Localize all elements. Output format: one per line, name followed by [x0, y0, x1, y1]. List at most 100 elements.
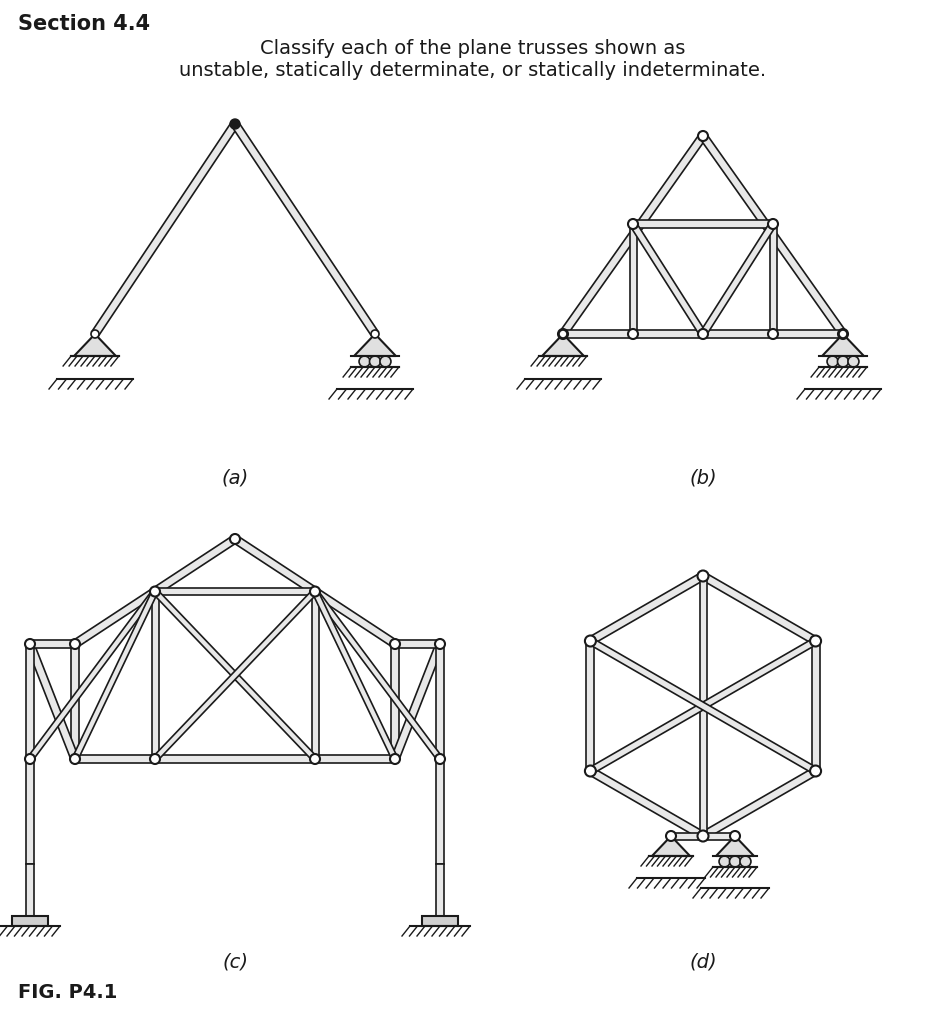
Polygon shape: [701, 572, 817, 644]
Polygon shape: [151, 592, 159, 759]
Circle shape: [731, 831, 739, 840]
Polygon shape: [92, 122, 238, 336]
Circle shape: [230, 119, 240, 129]
Circle shape: [585, 766, 596, 776]
Circle shape: [435, 754, 445, 764]
Polygon shape: [699, 575, 707, 836]
Circle shape: [150, 587, 160, 597]
Polygon shape: [633, 220, 773, 228]
Circle shape: [837, 356, 849, 367]
Polygon shape: [436, 864, 444, 916]
Polygon shape: [30, 640, 75, 648]
Text: FIG. P4.1: FIG. P4.1: [18, 983, 117, 1002]
Text: unstable, statically determinate, or statically indeterminate.: unstable, statically determinate, or sta…: [180, 61, 766, 80]
Polygon shape: [629, 224, 637, 334]
Circle shape: [310, 754, 320, 764]
Circle shape: [70, 754, 80, 764]
Circle shape: [810, 766, 821, 776]
Text: (b): (b): [690, 469, 717, 488]
Circle shape: [380, 356, 391, 367]
Polygon shape: [769, 224, 777, 334]
Polygon shape: [588, 638, 817, 774]
Circle shape: [559, 330, 567, 338]
Polygon shape: [436, 644, 444, 864]
Polygon shape: [542, 334, 584, 356]
Circle shape: [150, 754, 160, 764]
Polygon shape: [26, 642, 79, 761]
Polygon shape: [26, 864, 34, 916]
Circle shape: [558, 329, 568, 339]
Polygon shape: [26, 644, 34, 864]
Polygon shape: [354, 334, 395, 356]
Polygon shape: [27, 590, 157, 761]
Circle shape: [740, 856, 751, 867]
Polygon shape: [701, 768, 817, 840]
Circle shape: [371, 330, 379, 338]
Polygon shape: [311, 592, 319, 759]
Polygon shape: [153, 590, 317, 761]
Circle shape: [697, 830, 709, 842]
Circle shape: [25, 639, 35, 649]
Polygon shape: [700, 222, 776, 336]
Circle shape: [697, 570, 709, 582]
Polygon shape: [822, 334, 864, 356]
Circle shape: [435, 639, 445, 649]
Polygon shape: [630, 222, 706, 336]
Polygon shape: [312, 590, 397, 760]
Text: (d): (d): [690, 952, 717, 971]
Polygon shape: [652, 836, 690, 856]
Circle shape: [628, 219, 638, 229]
Polygon shape: [700, 134, 847, 336]
Circle shape: [70, 639, 80, 649]
Polygon shape: [74, 334, 116, 356]
Polygon shape: [391, 644, 399, 759]
Polygon shape: [588, 638, 817, 774]
Circle shape: [719, 856, 730, 867]
Polygon shape: [153, 590, 317, 761]
Circle shape: [91, 330, 99, 338]
Polygon shape: [392, 642, 444, 761]
Circle shape: [698, 131, 708, 141]
Circle shape: [729, 856, 741, 867]
Bar: [422, 916, 458, 926]
Circle shape: [848, 356, 859, 367]
Polygon shape: [232, 122, 378, 336]
Polygon shape: [588, 768, 705, 840]
Circle shape: [25, 754, 35, 764]
Circle shape: [667, 831, 675, 840]
Polygon shape: [563, 330, 843, 338]
Polygon shape: [395, 640, 440, 648]
Circle shape: [310, 587, 320, 597]
Polygon shape: [671, 833, 735, 840]
Polygon shape: [71, 644, 79, 759]
Text: Classify each of the plane trusses shown as: Classify each of the plane trusses shown…: [260, 39, 686, 58]
Circle shape: [359, 356, 370, 367]
Circle shape: [730, 831, 740, 841]
Text: Section 4.4: Section 4.4: [18, 14, 150, 34]
Circle shape: [839, 330, 847, 338]
Polygon shape: [73, 536, 237, 647]
Polygon shape: [560, 134, 707, 336]
Polygon shape: [716, 836, 754, 856]
Polygon shape: [155, 588, 315, 595]
Circle shape: [230, 534, 240, 544]
Circle shape: [370, 356, 380, 367]
Text: (a): (a): [221, 469, 249, 488]
Circle shape: [390, 639, 400, 649]
Circle shape: [810, 636, 821, 646]
Circle shape: [768, 329, 778, 339]
Circle shape: [698, 329, 708, 339]
Circle shape: [827, 356, 838, 367]
Polygon shape: [812, 641, 819, 771]
Bar: [12, 916, 48, 926]
Circle shape: [768, 219, 778, 229]
Circle shape: [838, 329, 848, 339]
Polygon shape: [233, 536, 397, 647]
Circle shape: [585, 636, 596, 646]
Circle shape: [628, 329, 638, 339]
Text: (c): (c): [222, 952, 248, 971]
Polygon shape: [75, 755, 395, 763]
Polygon shape: [588, 572, 705, 644]
Polygon shape: [587, 641, 594, 771]
Polygon shape: [312, 590, 443, 761]
